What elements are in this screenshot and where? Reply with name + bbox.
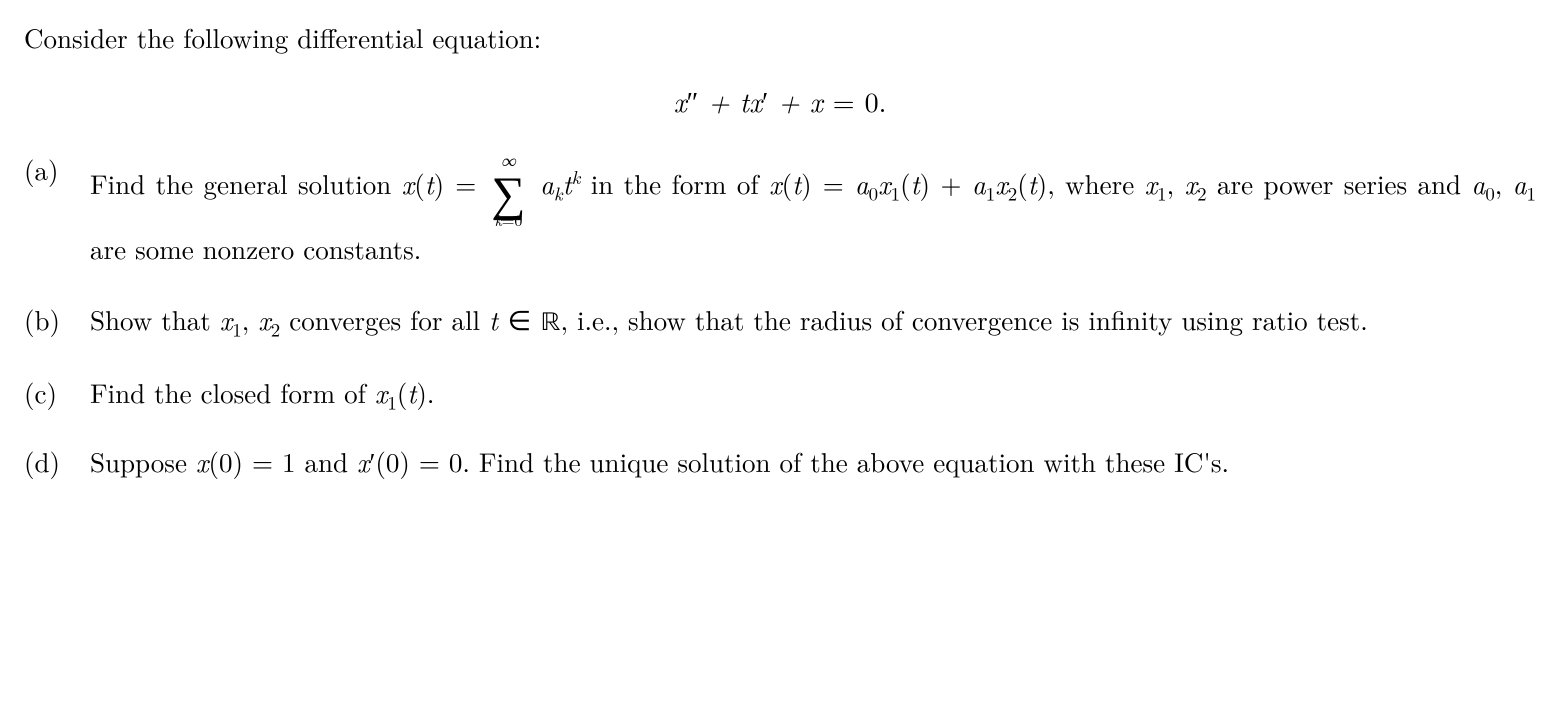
sigma-icon: ∑ — [491, 169, 525, 212]
part-d: (d) Suppose x(0) = 1 and x′(0) = 0. Find… — [24, 442, 1536, 480]
part-a-body: Find the general solution x(t) = ∞ ∑ k=0… — [90, 150, 1536, 270]
part-b-label: (b) — [24, 300, 90, 338]
d-m1: x(0) = 1 — [196, 442, 296, 480]
part-c: (c) Find the closed form of x1(t). — [24, 373, 1536, 411]
b-m2: t ∈ — [489, 300, 541, 338]
sum-lower: k=0 — [491, 212, 525, 229]
part-d-body: Suppose x(0) = 1 and x′(0) = 0. Find the… — [90, 442, 1536, 480]
part-c-body: Find the closed form of x1(t). — [90, 373, 1536, 411]
d-t2: and — [295, 442, 357, 480]
a-xt: x(t) = — [402, 164, 488, 202]
problem-page: Consider the following differential equa… — [0, 0, 1560, 498]
part-c-label: (c) — [24, 373, 90, 411]
d-t1: Suppose — [90, 442, 196, 480]
a-line2d: are some nonzero constants. — [90, 229, 421, 267]
part-a-label: (a) — [24, 150, 90, 188]
b-t3: , i.e., show that the radius of converge… — [561, 300, 1368, 338]
eq-x: x — [674, 81, 687, 121]
part-b: (b) Show that x1, x2 converges for all t… — [24, 300, 1536, 343]
summation-symbol: ∞ ∑ k=0 — [491, 152, 525, 229]
d-m2: x′(0) = 0 — [357, 442, 462, 480]
a-text-before: Find the general solution — [90, 164, 402, 202]
parts-list: (a) Find the general solution x(t) = ∞ ∑… — [24, 150, 1536, 480]
a-text-mid1: in the form of — [591, 164, 769, 202]
part-d-label: (d) — [24, 442, 90, 480]
a-form: x(t) = a0x1(t) + a1x2(t) — [769, 164, 1047, 202]
c-m1: x1(t) — [375, 373, 427, 411]
intro-text: Consider the following differential equa… — [24, 18, 1536, 56]
a-line2b: are power series and — [1207, 164, 1472, 202]
c-t2: . — [427, 373, 435, 411]
part-a: (a) Find the general solution x(t) = ∞ ∑… — [24, 150, 1536, 270]
summand: aktk — [540, 164, 580, 202]
b-t1: Show that — [90, 300, 220, 338]
c-t1: Find the closed form of — [90, 373, 375, 411]
a-text-mid2: , where — [1047, 164, 1144, 202]
b-m1: x1, x2 — [220, 300, 280, 338]
part-b-body: Show that x1, x2 converges for all t ∈ ℝ… — [90, 300, 1536, 343]
display-equation: x″ + tx′ + x = 0. — [24, 82, 1536, 122]
real-numbers-symbol: ℝ — [541, 310, 561, 337]
b-t2: converges for all — [280, 300, 489, 338]
a-a0a1: a0, a1 — [1472, 164, 1536, 202]
a-x1x2: x1, x2 — [1145, 164, 1207, 202]
d-t3: . Find the unique solution of the above … — [462, 442, 1229, 480]
